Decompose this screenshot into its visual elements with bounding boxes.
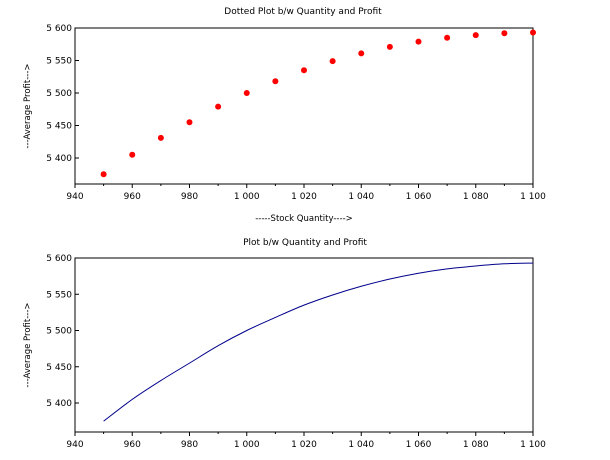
x-tick-label: 980 <box>181 440 198 450</box>
x-tick-label: 1 100 <box>520 440 546 450</box>
x-tick-label: 1 100 <box>520 192 546 202</box>
x-tick-label: 1 040 <box>348 192 374 202</box>
data-point <box>329 58 336 65</box>
y-tick-label: 5 400 <box>46 154 72 164</box>
x-tick-label: 960 <box>124 192 141 202</box>
data-point <box>386 43 393 50</box>
x-tick-label: 1 000 <box>234 440 260 450</box>
y-axis: 5 400 5 450 5 500 5 550 5 600 <box>46 24 79 164</box>
data-point <box>444 34 451 41</box>
y-axis-label: ---Average Profit---> <box>23 302 33 387</box>
data-point <box>243 90 250 96</box>
x-tick-label: 1 080 <box>463 440 489 450</box>
y-tick-label: 5 600 <box>46 254 72 264</box>
x-tick-label: 940 <box>66 192 83 202</box>
x-axis: 940 960 980 1 000 1 020 1 040 1 060 1 080 1 100 <box>66 184 546 202</box>
x-axis-label: -----Stock Quantity----> <box>255 214 353 224</box>
x-axis: 940 960 980 1 000 1 020 1 040 1 060 1 080 1 100 <box>66 432 546 450</box>
data-series <box>103 262 534 422</box>
x-tick-label: 1 080 <box>463 192 489 202</box>
data-point <box>215 103 222 110</box>
y-tick-label: 5 550 <box>46 57 72 67</box>
plot-frame <box>74 257 534 433</box>
plot-frame <box>74 27 534 185</box>
chart-title: Plot b/w Quantity and Profit <box>243 238 367 248</box>
data-point <box>186 119 193 126</box>
data-point <box>501 30 508 37</box>
y-tick-label: 5 550 <box>46 290 72 300</box>
data-point <box>530 29 536 36</box>
x-tick-label: 940 <box>66 440 83 450</box>
y-tick-label: 5 500 <box>46 327 72 337</box>
x-tick-label: 1 000 <box>234 192 260 202</box>
y-axis-label: ---Average Profit---> <box>23 63 33 148</box>
data-point <box>472 32 479 39</box>
y-tick-label: 5 450 <box>46 363 72 373</box>
data-point <box>358 50 365 57</box>
x-tick-label: 980 <box>181 192 198 202</box>
data-point <box>129 151 136 158</box>
data-point <box>100 171 107 178</box>
y-tick-label: 5 600 <box>46 24 72 34</box>
data-point <box>157 134 164 141</box>
chart-title: Dotted Plot b/w Quantity and Profit <box>224 7 382 17</box>
data-series <box>100 29 536 178</box>
x-tick-label: 960 <box>124 440 141 450</box>
dotted-plot-chart: Dotted Plot b/w Quantity and Profit 5 40… <box>23 7 546 224</box>
x-tick-label: 1 020 <box>291 192 317 202</box>
y-tick-label: 5 500 <box>46 89 72 99</box>
data-point <box>272 78 279 85</box>
x-tick-label: 1 060 <box>406 192 432 202</box>
y-axis: 5 400 5 450 5 500 5 550 5 600 <box>46 254 79 409</box>
x-tick-label: 1 020 <box>291 440 317 450</box>
x-tick-label: 1 060 <box>406 440 432 450</box>
y-tick-label: 5 400 <box>46 399 72 409</box>
x-tick-label: 1 040 <box>348 440 374 450</box>
y-tick-label: 5 450 <box>46 122 72 132</box>
data-point <box>415 38 422 45</box>
series-line <box>103 262 534 422</box>
data-point <box>301 67 307 74</box>
